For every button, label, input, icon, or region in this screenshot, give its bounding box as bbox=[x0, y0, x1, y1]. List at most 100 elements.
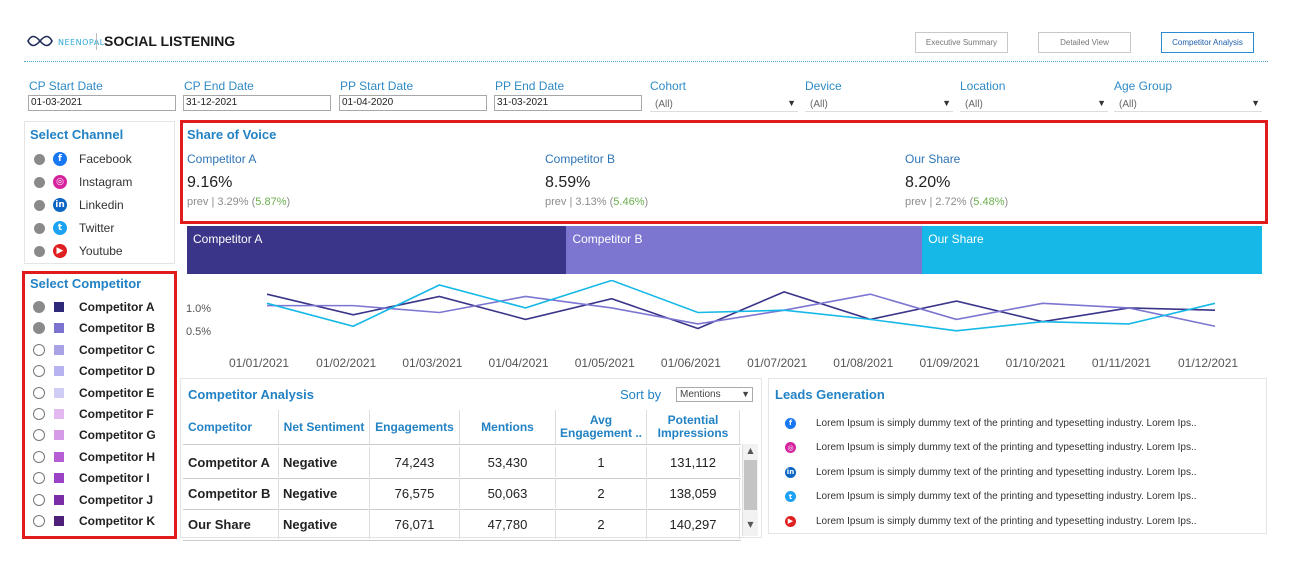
competitor-radio[interactable] bbox=[33, 408, 45, 420]
cohort-label: Cohort bbox=[650, 79, 687, 93]
sov-bar-segment[interactable]: Our Share bbox=[922, 226, 1262, 274]
pp-start-input[interactable]: 01-04-2020 bbox=[339, 95, 487, 111]
competitor-radio[interactable] bbox=[33, 343, 45, 356]
mentions-trend-chart: 1.0% 0.5% 01/01/2021 01/02/2021 01/03/2021 01… bbox=[186, 280, 1238, 370]
competitor-radio[interactable] bbox=[33, 301, 45, 313]
table-cell: Competitor A bbox=[183, 447, 279, 477]
table-cell: 2 bbox=[556, 509, 647, 539]
sort-by-select[interactable]: Mentions ▼ bbox=[676, 387, 753, 402]
competitor-label: Competitor D bbox=[79, 364, 155, 379]
table-header[interactable]: Mentions bbox=[460, 410, 556, 444]
sov-prev-close: ) bbox=[644, 196, 649, 208]
competitor-item[interactable]: Competitor I bbox=[33, 469, 150, 487]
device-value: (All) bbox=[810, 99, 828, 110]
location-value: (All) bbox=[965, 99, 983, 110]
competitor-item[interactable]: Competitor F bbox=[33, 405, 154, 423]
competitor-item[interactable]: Competitor A bbox=[33, 298, 155, 316]
competitor-radio[interactable] bbox=[33, 322, 45, 335]
competitor-item[interactable]: Competitor K bbox=[33, 512, 155, 530]
scroll-up-icon[interactable]: ▲ bbox=[747, 446, 754, 455]
table-cell: 76,575 bbox=[370, 478, 460, 508]
lead-item[interactable]: ◎ Lorem Ipsum is simply dummy text of the… bbox=[785, 440, 1197, 456]
competitor-radio[interactable] bbox=[33, 386, 45, 399]
nav-competitor-analysis-button[interactable]: Competitor Analysis bbox=[1161, 32, 1254, 53]
lead-item[interactable]: ▶ Lorem Ipsum is simply dummy text of the… bbox=[785, 513, 1197, 529]
table-scrollbar[interactable]: ▲ ▼ bbox=[742, 444, 758, 536]
competitor-item[interactable]: Competitor C bbox=[33, 341, 155, 359]
chevron-down-icon: ▼ bbox=[741, 389, 750, 399]
channel-item-twitter[interactable]: t Twitter bbox=[34, 219, 114, 237]
competitor-item[interactable]: Competitor J bbox=[33, 491, 153, 509]
series-line-2[interactable] bbox=[266, 280, 1216, 332]
competitor-item[interactable]: Competitor E bbox=[33, 384, 154, 402]
competitor-radio[interactable] bbox=[33, 429, 45, 442]
competitor-label: Competitor I bbox=[79, 471, 150, 486]
lead-item[interactable]: in Lorem Ipsum is simply dummy text of th… bbox=[785, 464, 1197, 480]
channel-toggle-dot[interactable] bbox=[34, 222, 45, 234]
instagram-icon: ◎ bbox=[53, 175, 67, 189]
header-divider bbox=[24, 61, 1268, 62]
channel-item-linkedin[interactable]: in Linkedin bbox=[34, 196, 124, 214]
competitor-radio[interactable] bbox=[33, 515, 45, 527]
lead-text: Lorem Ipsum is simply dummy text of the … bbox=[816, 466, 1197, 478]
device-select[interactable]: (All) ▼ bbox=[805, 95, 953, 112]
competitor-color-swatch bbox=[54, 494, 64, 505]
competitor-radio[interactable] bbox=[33, 450, 45, 463]
table-header[interactable]: Avg Engagement .. bbox=[556, 410, 647, 444]
sov-card-prev: prev | 2.72% (5.48%) bbox=[905, 196, 1008, 208]
instagram-icon: ◎ bbox=[785, 442, 796, 453]
cp-start-input[interactable]: 01-03-2021 bbox=[28, 95, 176, 111]
competitor-item[interactable]: Competitor B bbox=[33, 319, 155, 337]
cohort-select[interactable]: (All) ▼ bbox=[650, 95, 798, 112]
channel-toggle-dot[interactable] bbox=[34, 199, 45, 211]
series-line-1[interactable] bbox=[267, 293, 1216, 328]
competitor-radio[interactable] bbox=[33, 365, 45, 378]
facebook-icon: f bbox=[785, 417, 796, 429]
competitor-item[interactable]: Competitor G bbox=[33, 426, 156, 444]
sov-card-name: Competitor B bbox=[545, 152, 616, 166]
channel-label: Twitter bbox=[79, 221, 115, 235]
competitor-color-swatch bbox=[54, 451, 64, 462]
scroll-down-icon[interactable]: ▼ bbox=[747, 520, 754, 529]
table-header[interactable]: Net Sentiment bbox=[279, 410, 370, 444]
channel-toggle-dot[interactable] bbox=[34, 245, 45, 257]
table-row-divider bbox=[183, 478, 741, 479]
table-header[interactable]: Engagements bbox=[370, 410, 460, 444]
lead-text: Lorem Ipsum is simply dummy text of the … bbox=[816, 417, 1197, 429]
table-header[interactable]: Potential Impressions bbox=[647, 410, 740, 444]
competitor-label: Competitor E bbox=[79, 385, 155, 400]
competitor-item[interactable]: Competitor H bbox=[33, 448, 155, 466]
channel-toggle-dot[interactable] bbox=[34, 176, 45, 188]
channel-label: Linkedin bbox=[79, 198, 124, 212]
competitor-item[interactable]: Competitor D bbox=[33, 362, 155, 380]
competitor-label: Competitor B bbox=[79, 321, 155, 336]
channel-panel bbox=[24, 121, 175, 264]
scroll-thumb[interactable] bbox=[744, 460, 757, 510]
channel-item-facebook[interactable]: f Facebook bbox=[34, 150, 132, 168]
nav-executive-summary-button[interactable]: Executive Summary bbox=[915, 32, 1008, 53]
cp-end-input[interactable]: 31-12-2021 bbox=[183, 95, 331, 111]
pp-end-input[interactable]: 31-03-2021 bbox=[494, 95, 642, 111]
channel-item-youtube[interactable]: ▶ Youtube bbox=[34, 242, 123, 260]
x-tick-label: 01/08/2021 bbox=[833, 356, 893, 370]
channel-item-instagram[interactable]: ◎ Instagram bbox=[34, 173, 132, 191]
table-header[interactable]: Competitor bbox=[183, 410, 279, 444]
channel-toggle-dot[interactable] bbox=[34, 153, 45, 165]
x-tick-label: 01/05/2021 bbox=[575, 356, 635, 370]
linkedin-icon: in bbox=[53, 198, 67, 212]
sov-bar-segment[interactable]: Competitor B bbox=[566, 226, 923, 274]
chevron-down-icon: ▼ bbox=[942, 98, 951, 108]
location-select[interactable]: (All) ▼ bbox=[960, 95, 1108, 112]
sov-bar-segment[interactable]: Competitor A bbox=[187, 226, 567, 274]
nav-detailed-view-button[interactable]: Detailed View bbox=[1038, 32, 1131, 53]
competitor-radio[interactable] bbox=[33, 472, 45, 485]
table-row-divider bbox=[183, 540, 741, 541]
lead-item[interactable]: t Lorem Ipsum is simply dummy text of the… bbox=[785, 489, 1197, 505]
age-group-select[interactable]: (All) ▼ bbox=[1114, 95, 1262, 112]
series-line-0[interactable] bbox=[266, 291, 1216, 330]
channel-panel-title: Select Channel bbox=[30, 127, 124, 142]
sov-card-name: Our Share bbox=[905, 152, 961, 166]
sov-prev-close: ) bbox=[286, 196, 291, 208]
competitor-radio[interactable] bbox=[33, 493, 45, 506]
lead-item[interactable]: f Lorem Ipsum is simply dummy text of the… bbox=[785, 415, 1197, 431]
